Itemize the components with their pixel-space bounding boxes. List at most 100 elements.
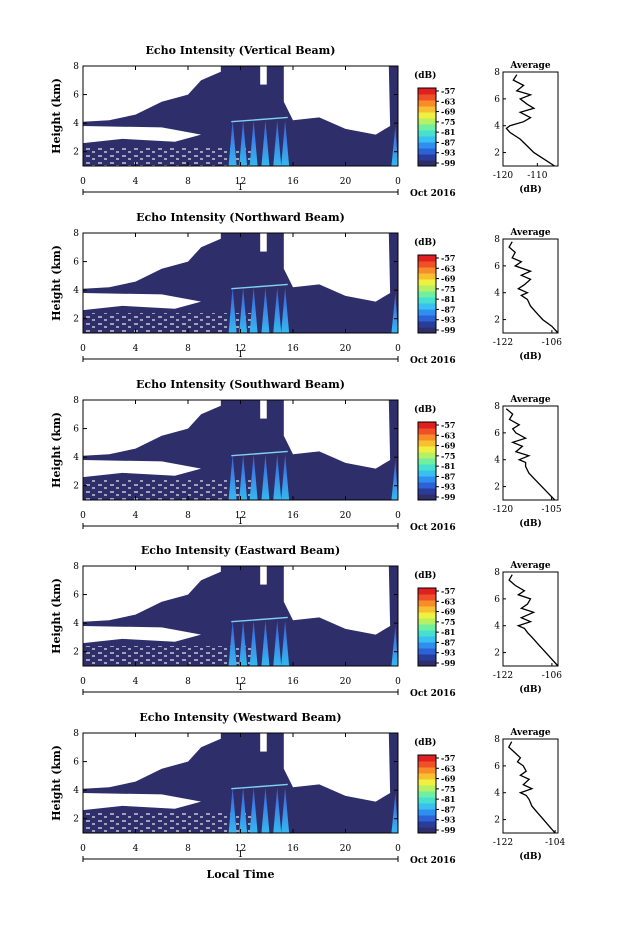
avg-y-tick-label: 8 <box>494 402 500 412</box>
x-tick-label: 0 <box>80 844 86 854</box>
colorbar-swatch <box>418 273 436 280</box>
panel-title: Echo Intensity (Northward Beam) <box>136 211 345 224</box>
x-tick-label: 0 <box>80 177 86 187</box>
x-tick-label: 16 <box>287 511 299 521</box>
date-label: Oct 2016 <box>410 856 456 866</box>
x-tick-label: 0 <box>395 677 401 687</box>
y-tick-label: 4 <box>73 453 79 463</box>
speckle-band <box>83 646 254 666</box>
echo-spike <box>391 126 398 166</box>
colorbar-swatch <box>418 315 436 322</box>
missing-data-region <box>283 566 391 635</box>
colorbar-swatch <box>418 470 436 477</box>
avg-y-tick-label: 6 <box>494 595 500 605</box>
x-tick-label: 20 <box>340 677 352 687</box>
colorbar-swatch <box>418 588 436 595</box>
x-tick-label: 12 <box>235 177 246 187</box>
echo-spike <box>228 120 237 166</box>
colorbar-swatch <box>418 261 436 268</box>
average-profile-line <box>508 241 559 334</box>
echo-spike <box>239 787 248 833</box>
colorbar-frame <box>417 754 437 834</box>
x-tick-label: 4 <box>133 344 139 354</box>
avg-y-tick-label: 4 <box>494 122 500 132</box>
colorbar-tick-label: -57 <box>441 420 455 430</box>
missing-data-region <box>83 460 202 478</box>
y-tick-label: 2 <box>73 315 79 325</box>
x-tick-label: 16 <box>287 844 299 854</box>
colorbar-swatch <box>418 321 436 328</box>
colorbar-swatch <box>418 94 436 101</box>
average-frame <box>502 238 559 334</box>
colorbar-swatch <box>418 476 436 483</box>
colorbar-unit: (dB) <box>414 570 436 581</box>
x-tick-label: 12 <box>235 511 246 521</box>
day-label: 1 <box>238 350 244 360</box>
colorbar-tick-label: -81 <box>441 127 455 137</box>
avg-x-tick-label: -105 <box>541 505 561 515</box>
colorbar-swatch <box>418 446 436 453</box>
average-frame <box>502 405 559 501</box>
colorbar-tick-label: -87 <box>441 637 455 647</box>
missing-data-column <box>260 400 267 419</box>
x-tick-label: 8 <box>185 844 191 854</box>
average-xlabel: (dB) <box>519 518 541 529</box>
missing-data-region <box>83 126 202 144</box>
colorbar-swatch <box>418 100 436 107</box>
y-tick-label: 6 <box>73 425 79 435</box>
colorbar-tick-label: -93 <box>441 815 456 825</box>
echo-layer <box>231 283 288 290</box>
echo-spike <box>391 626 398 666</box>
y-tick-label: 6 <box>73 91 79 101</box>
average-profile-line <box>505 408 556 501</box>
colorbar-swatch <box>418 124 436 131</box>
y-tick-label: 8 <box>73 729 79 739</box>
x-tick-label: 20 <box>340 344 352 354</box>
colorbar-frame <box>417 87 437 167</box>
colorbar-swatch <box>418 797 436 804</box>
echo-spike <box>261 620 270 666</box>
y-tick-label: 8 <box>73 562 79 572</box>
x-tick-label: 8 <box>185 344 191 354</box>
echo-spike <box>228 620 237 666</box>
colorbar-tick-label: -63 <box>441 96 456 106</box>
colorbar-tick-label: -69 <box>441 107 456 117</box>
colorbar-swatch <box>418 440 436 447</box>
echo-spike <box>239 620 248 666</box>
colorbar-swatch <box>418 779 436 786</box>
colorbar-tick-label: -57 <box>441 86 455 96</box>
colorbar-tick-label: -75 <box>441 617 455 627</box>
average-xlabel: (dB) <box>519 184 541 195</box>
colorbar-swatch <box>418 654 436 661</box>
missing-data-column <box>260 733 267 752</box>
x-tick-label: 0 <box>395 511 401 521</box>
colorbar-frame <box>417 254 437 334</box>
colorbar-tick-label: -99 <box>441 492 456 502</box>
average-profile-line <box>505 74 555 167</box>
average-title: Average <box>509 61 550 71</box>
date-label: Oct 2016 <box>410 689 456 699</box>
y-tick-label: 6 <box>73 758 79 768</box>
colorbar-swatch <box>418 494 436 501</box>
colorbar-tick-label: -57 <box>441 253 455 263</box>
missing-data-column <box>260 566 267 585</box>
colorbar-tick-label: -81 <box>441 461 455 471</box>
colorbar-tick-label: -69 <box>441 774 456 784</box>
colorbar-swatch <box>418 428 436 435</box>
colorbar-swatch <box>418 142 436 149</box>
colorbar-swatch <box>418 297 436 304</box>
x-tick-label: 16 <box>287 177 299 187</box>
avg-y-tick-label: 8 <box>494 735 500 745</box>
speckle-band <box>83 480 254 500</box>
colorbar-tick-label: -81 <box>441 794 455 804</box>
x-tick-label: 0 <box>395 844 401 854</box>
colorbar-unit: (dB) <box>414 404 436 415</box>
colorbar-swatch <box>418 821 436 828</box>
average-xlabel: (dB) <box>519 851 541 862</box>
x-tick-label: 0 <box>80 677 86 687</box>
average-xlabel: (dB) <box>519 684 541 695</box>
colorbar-tick-label: -75 <box>441 117 455 127</box>
average-title: Average <box>509 728 550 738</box>
colorbar-swatch <box>418 458 436 465</box>
echo-spike <box>261 787 270 833</box>
